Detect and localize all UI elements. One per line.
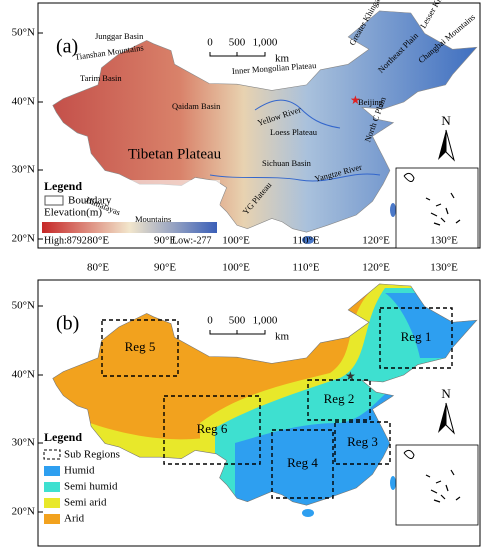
panel-a: ★ (a) 0 500 1,000 km N Legend Boundary Elev…	[37, 0, 481, 249]
region-label: Reg 6	[197, 421, 228, 436]
scale-bar: 0 500 1,000 km	[207, 315, 289, 343]
lon-label: 100°E	[222, 235, 250, 247]
place-label: Mountains	[135, 214, 171, 224]
place-label: Junggar Basin	[95, 31, 144, 41]
lat-label: 40°N	[12, 369, 35, 381]
lon-label: 100°E	[222, 262, 250, 274]
legend-boundary: Boundary	[68, 195, 112, 207]
north-arrow: N	[438, 113, 455, 162]
region-box	[271, 429, 334, 499]
scale-label: 500	[229, 315, 246, 327]
lon-label: 110°E	[292, 262, 319, 274]
legend-label: Semi arid	[64, 497, 107, 509]
region-box	[163, 395, 261, 465]
lat-label: 20°N	[12, 506, 35, 518]
scale-label: 1,000	[253, 315, 278, 327]
lat-label: 50°N	[12, 300, 35, 312]
panel-tag: (b)	[56, 313, 79, 335]
taiwan	[390, 203, 396, 217]
region-box	[379, 307, 453, 369]
legend: Legend Sub Regions Humid Semi humid Semi ar…	[43, 430, 120, 525]
lon-label: 90°E	[154, 235, 176, 247]
legend-elevation: Elevation(m)	[44, 207, 102, 219]
svg-text:★: ★	[345, 369, 356, 383]
lon-label: 90°E	[154, 262, 176, 274]
lat-label: 30°N	[12, 437, 35, 449]
scale-line	[209, 52, 266, 57]
legend-swatch	[44, 498, 60, 508]
legend-label: Humid	[64, 465, 95, 477]
scale-line	[209, 330, 266, 335]
lat-label: 40°N	[12, 96, 35, 108]
beijing-star: ★	[350, 93, 361, 107]
legend-swatch	[44, 466, 60, 476]
legend-label: Sub Regions	[64, 449, 120, 461]
place-label: Beijing	[358, 97, 384, 107]
north-arrow: N	[438, 386, 455, 435]
region-label: Reg 3	[347, 434, 378, 449]
lat-label: 20°N	[12, 233, 35, 245]
lat-label: 50°N	[12, 27, 35, 39]
legend-title: Legend	[44, 430, 82, 444]
legend-low: Low:-277	[172, 235, 211, 246]
north-label: N	[441, 386, 451, 401]
scale-unit: km	[275, 331, 290, 343]
lon-label: 80°E	[87, 235, 109, 247]
legend-swatch	[43, 449, 61, 460]
legend: Legend Boundary Elevation(m) High:8792 L…	[40, 179, 220, 246]
lat-label: 30°N	[12, 164, 35, 176]
legend-label: Arid	[64, 513, 85, 525]
lon-label: 130°E	[430, 262, 458, 274]
sub-regions: Reg 1 Reg 2 Reg 3 Reg 4 Reg 5 Reg 6	[101, 307, 453, 499]
scale-bar: 0 500 1,000 km	[207, 37, 289, 65]
panel-b: ★ (b) 0 500 1,000 km N Reg 1 Reg 2 Reg 3 Reg 4…	[37, 279, 481, 547]
scale-label: 500	[229, 37, 246, 49]
scale-label: 0	[207, 37, 213, 49]
scale-unit: km	[275, 53, 290, 65]
lon-label: 110°E	[292, 235, 319, 247]
legend-title: Legend	[44, 179, 82, 193]
region-label: Reg 5	[125, 339, 156, 354]
legend-high: High:8792	[44, 235, 87, 246]
legend-swatch	[44, 514, 60, 524]
scale-label: 1,000	[253, 37, 278, 49]
lon-label: 130°E	[430, 235, 458, 247]
inset	[395, 444, 479, 526]
scale-label: 0	[207, 315, 213, 327]
region-label: Reg 4	[287, 455, 318, 470]
place-label: Tibetan Plateau	[128, 146, 222, 162]
region-box	[101, 319, 179, 377]
north-label: N	[441, 113, 451, 128]
panel-tag: (a)	[56, 36, 78, 58]
region-box	[307, 379, 371, 421]
lon-label: 120°E	[362, 235, 390, 247]
region-label: Reg 1	[401, 329, 432, 344]
hainan	[302, 236, 314, 244]
rivers	[209, 99, 381, 182]
lon-label: 120°E	[362, 262, 390, 274]
place-label: Qaidam Basin	[172, 101, 221, 111]
legend-swatch	[44, 482, 60, 492]
region-label: Reg 2	[324, 391, 355, 406]
lon-label: 80°E	[87, 262, 109, 274]
place-label: Loess Plateau	[270, 127, 318, 137]
elevation-bar	[42, 222, 217, 233]
place-label: Tarim Basin	[80, 73, 122, 83]
place-label: Sichuan Basin	[262, 158, 312, 168]
axes: 50°N 40°N 30°N 20°N 80°E 90°E 100°E 110°E 120°E 1…	[12, 27, 458, 518]
legend-label: Semi humid	[64, 481, 118, 493]
